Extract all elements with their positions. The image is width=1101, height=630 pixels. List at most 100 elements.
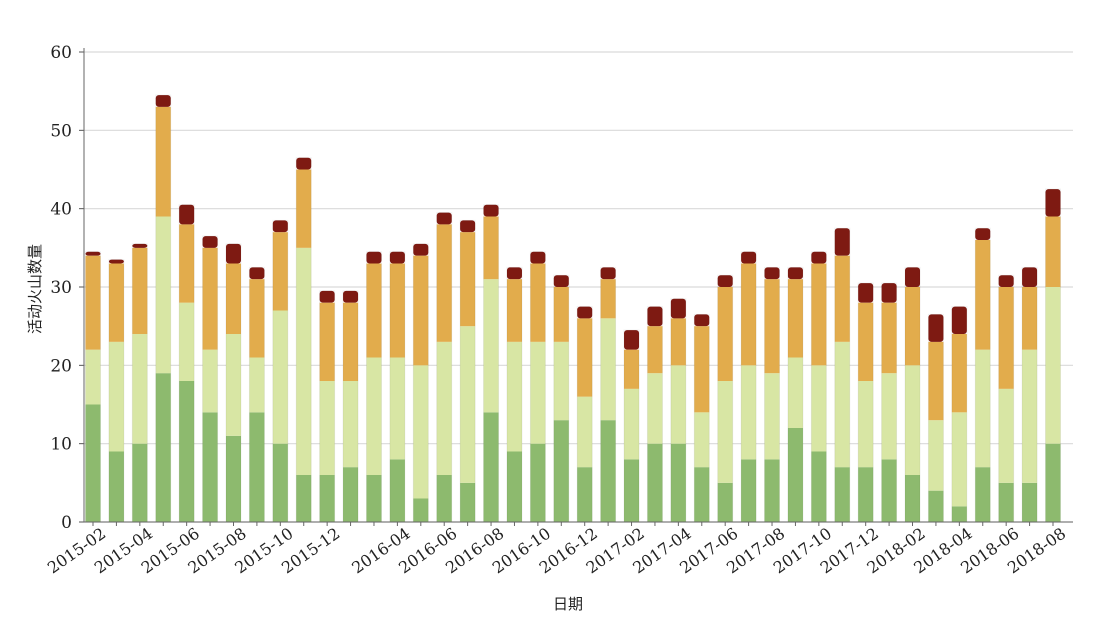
bar-segment-2016-02-s2 [366,357,382,475]
bar-segment-2016-02-s3 [366,263,382,358]
bar-segment-2018-05-s3 [975,240,991,350]
bar-segment-2015-12-s4 [319,290,335,303]
bar-segment-2017-01-s1 [600,420,616,522]
bar-segment-2017-05-s2 [694,412,710,468]
bar-segment-2016-01-s1 [343,467,359,522]
bar-segment-2018-02-s4 [905,267,921,287]
bar-segment-2015-04-s4 [132,243,148,248]
bar-segment-2015-05-s1 [155,373,171,522]
bar-segment-2016-02-s1 [366,475,382,522]
bar-segment-2017-11-s1 [834,467,850,522]
bar-segment-2015-11-s4 [296,157,312,170]
bar-segment-2018-06-s4 [998,275,1014,287]
bar-segment-2017-03-s1 [647,443,663,522]
bar-segment-2015-02-s1 [85,404,101,522]
bar-segment-2016-09-s3 [506,279,522,342]
bar-segment-2018-03-s2 [928,420,944,491]
bar-segment-2015-06-s2 [179,302,195,381]
bar-segment-2017-10-s4 [811,251,827,264]
bar-segment-2018-01-s2 [881,373,897,460]
bar-segment-2015-07-s4 [202,236,218,248]
bar-segment-2017-08-s1 [764,459,780,522]
bar-segment-2015-06-s3 [179,224,195,303]
bar-segment-2018-08-s1 [1045,443,1061,522]
bar-segment-2015-03-s3 [108,263,124,342]
bar-segment-2016-06-s4 [436,212,452,225]
bar-segment-2017-11-s2 [834,341,850,468]
bar-segment-2016-04-s1 [389,459,405,522]
bar-segment-2018-08-s4 [1045,189,1061,217]
bar-segment-2015-03-s1 [108,451,124,522]
bar-segment-2018-06-s2 [998,388,1014,483]
bar-segment-2016-04-s4 [389,251,405,264]
bar-segment-2017-08-s4 [764,267,780,280]
bar-segment-2015-06-s4 [179,204,195,225]
bar-segment-2018-08-s2 [1045,287,1061,444]
bar-segment-2017-07-s3 [741,263,757,366]
bar-segment-2018-02-s3 [905,287,921,366]
bar-segment-2017-03-s4 [647,306,663,327]
bar-segment-2018-07-s2 [1022,349,1038,483]
bar-segment-2015-11-s3 [296,169,312,248]
bar-segment-2015-03-s4 [108,259,124,264]
bar-segment-2016-02-s4 [366,251,382,264]
bar-segment-2017-04-s1 [670,443,686,522]
bar-segment-2016-07-s4 [460,220,476,233]
bar-segment-2016-06-s2 [436,341,452,475]
bar-segment-2015-05-s4 [155,95,171,107]
y-tick-label: 30 [50,278,72,298]
bar-segment-2018-03-s4 [928,314,944,342]
bar-segment-2015-04-s1 [132,443,148,522]
bar-segment-2017-10-s1 [811,451,827,522]
bar-segment-2017-04-s3 [670,318,686,366]
bar-segment-2018-05-s1 [975,467,991,522]
bars [85,94,1061,523]
bar-segment-2018-07-s4 [1022,267,1038,287]
bar-segment-2015-07-s1 [202,412,218,522]
bar-segment-2016-05-s1 [413,498,429,522]
bar-segment-2015-08-s3 [225,263,241,334]
bar-segment-2016-01-s4 [343,290,359,303]
bar-segment-2018-03-s3 [928,341,944,421]
bar-segment-2017-10-s2 [811,365,827,452]
bar-segment-2015-12-s1 [319,475,335,522]
bar-segment-2018-02-s2 [905,365,921,475]
bar-segment-2015-09-s1 [249,412,265,522]
bar-segment-2015-02-s4 [85,251,101,256]
bar-segment-2017-01-s4 [600,267,616,280]
bar-segment-2018-03-s1 [928,490,944,522]
bar-segment-2016-10-s4 [530,251,546,264]
bar-segment-2017-06-s2 [717,381,733,483]
bar-segment-2017-06-s1 [717,482,733,522]
bar-segment-2018-07-s3 [1022,287,1038,350]
bar-segment-2016-11-s3 [553,287,569,342]
bar-segment-2016-10-s1 [530,443,546,522]
bar-segment-2018-01-s4 [881,283,897,303]
y-axis-label: 活动火山数量 [26,244,44,334]
bar-segment-2016-05-s2 [413,365,429,499]
y-tick-label: 20 [50,356,72,376]
bar-segment-2016-08-s2 [483,279,499,413]
bar-segment-2017-08-s2 [764,373,780,460]
y-tick-label: 50 [50,121,72,141]
bar-segment-2016-01-s2 [343,381,359,468]
y-tick-label: 60 [50,43,72,63]
bar-segment-2016-10-s3 [530,263,546,342]
bar-segment-2017-06-s4 [717,275,733,287]
bar-segment-2015-08-s2 [225,334,241,436]
y-tick-label: 0 [61,513,72,533]
bar-segment-2015-07-s2 [202,349,218,413]
bar-segment-2016-05-s3 [413,255,429,366]
bar-segment-2016-12-s2 [577,396,593,468]
bar-segment-2017-01-s2 [600,318,616,421]
bar-segment-2016-08-s4 [483,204,499,217]
bar-segment-2017-02-s1 [624,459,640,522]
bar-segment-2017-09-s1 [787,428,803,522]
bar-segment-2018-06-s3 [998,287,1014,389]
bar-segment-2016-07-s2 [460,326,476,483]
bar-segment-2015-04-s3 [132,247,148,334]
bar-segment-2018-02-s1 [905,475,921,522]
bar-segment-2018-05-s4 [975,228,991,240]
bar-segment-2015-08-s1 [225,435,241,522]
bar-segment-2016-06-s1 [436,475,452,522]
